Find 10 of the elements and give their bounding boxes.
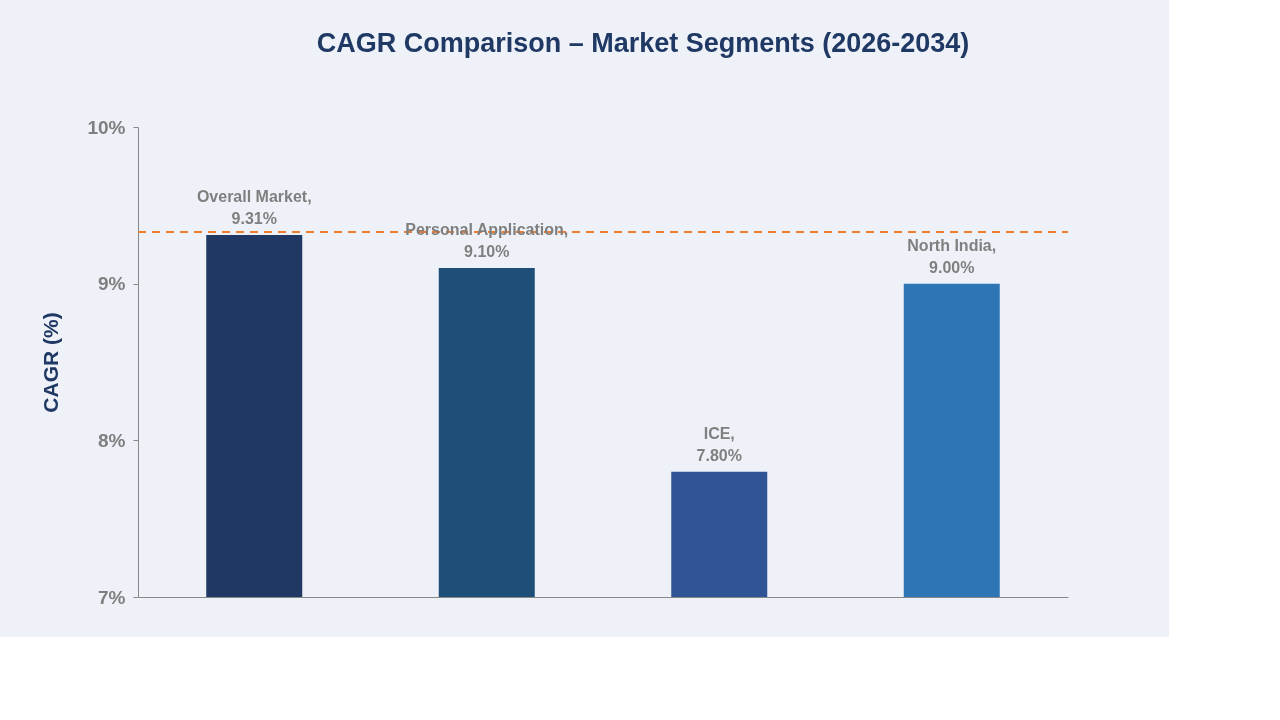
y-tick-label: 8% — [98, 429, 126, 451]
y-tick-label: 10% — [87, 116, 126, 138]
chart-title: CAGR Comparison – Market Segments (2026-2034) — [316, 28, 970, 58]
y-tick-label: 7% — [98, 586, 126, 608]
data-label: Overall Market, 9.31% — [196, 188, 312, 228]
y-tick-label: 9% — [98, 273, 126, 295]
data-label: ICE, 7.80% — [696, 424, 742, 464]
data-label: North India, 9.00% — [907, 236, 997, 276]
y-axis-title: CAGR (%) — [39, 312, 63, 413]
data-label: Personal Application, 9.10% — [405, 221, 569, 260]
